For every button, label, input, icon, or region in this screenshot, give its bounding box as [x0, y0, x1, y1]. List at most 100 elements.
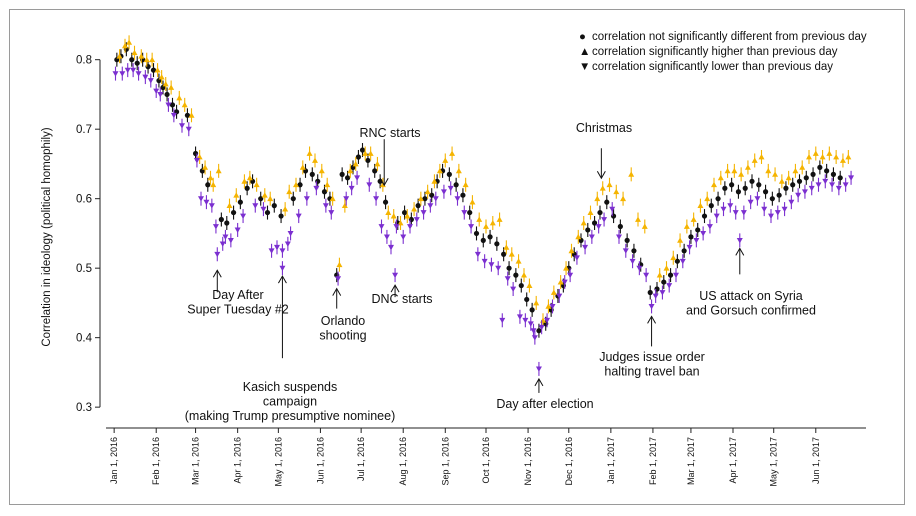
point-higher: [704, 196, 710, 201]
point-lower: [171, 113, 177, 118]
point-no-change: [487, 234, 492, 239]
x-tick-label: Mar 1, 2017: [686, 437, 696, 485]
x-tick-label: May 1, 2016: [273, 437, 283, 487]
point-lower: [279, 248, 285, 253]
point-lower: [748, 200, 754, 205]
point-no-change: [447, 172, 452, 177]
point-no-change: [804, 175, 809, 180]
point-no-change: [205, 182, 210, 187]
point-lower: [222, 234, 228, 239]
point-higher: [526, 283, 532, 288]
point-lower: [285, 241, 291, 246]
legend: ● correlation not significantly differen…: [579, 31, 867, 73]
point-lower: [643, 273, 649, 278]
point-lower: [727, 203, 733, 208]
annotation-label: Day After: [212, 288, 263, 302]
point-no-change: [838, 175, 843, 180]
point-higher: [635, 217, 641, 222]
point-no-change: [474, 231, 479, 236]
legend-item-lower: ▼ correlation significantly lower than p…: [579, 61, 833, 73]
point-lower: [214, 252, 220, 257]
point-higher: [588, 210, 594, 215]
x-tick-label: Nov 1, 2016: [523, 437, 533, 486]
point-lower: [427, 203, 433, 208]
point-higher: [241, 178, 247, 183]
point-higher: [353, 161, 359, 166]
point-higher: [840, 157, 846, 162]
point-no-change: [135, 61, 140, 66]
point-lower: [335, 276, 341, 281]
point-higher: [476, 217, 482, 222]
point-lower: [323, 203, 329, 208]
x-tick-label: Aug 1, 2016: [398, 437, 408, 486]
point-higher: [324, 182, 330, 187]
point-no-change: [278, 213, 283, 218]
point-lower: [296, 214, 302, 219]
point-higher: [300, 164, 306, 169]
x-tick-label: Jul 1, 2016: [356, 437, 366, 481]
point-lower: [198, 196, 204, 201]
point-lower: [455, 196, 461, 201]
point-lower: [532, 335, 538, 340]
point-no-change: [372, 168, 377, 173]
point-lower: [279, 266, 285, 271]
annotation-label: US attack on Syria: [699, 289, 803, 303]
point-no-change: [291, 196, 296, 201]
point-higher: [826, 151, 832, 156]
point-higher: [385, 210, 391, 215]
point-higher: [697, 203, 703, 208]
point-higher: [664, 265, 670, 270]
point-lower: [119, 71, 125, 76]
point-lower: [482, 259, 488, 264]
point-higher: [711, 182, 717, 187]
point-lower: [125, 68, 131, 73]
point-higher: [642, 223, 648, 228]
annotation-label: Orlando: [321, 314, 366, 328]
point-higher: [575, 234, 581, 239]
legend-label-lower: correlation significantly lower than pre…: [592, 61, 833, 73]
point-lower: [700, 231, 706, 236]
point-no-change: [648, 290, 653, 295]
point-higher: [163, 81, 169, 86]
point-lower: [240, 214, 246, 219]
point-higher: [202, 164, 208, 169]
point-higher: [262, 192, 268, 197]
point-higher: [497, 217, 503, 222]
point-no-change: [682, 248, 687, 253]
point-lower: [517, 314, 523, 319]
point-higher: [813, 151, 819, 156]
point-higher: [336, 262, 342, 267]
point-lower: [379, 224, 385, 229]
x-tick-label: Sep 1, 2016: [440, 437, 450, 486]
point-no-change: [749, 179, 754, 184]
legend-item-no-change: ● correlation not significantly differen…: [579, 31, 867, 43]
point-no-change: [585, 227, 590, 232]
point-lower: [822, 179, 828, 184]
point-higher: [845, 154, 851, 159]
point-lower: [421, 210, 427, 215]
point-higher: [182, 102, 188, 107]
x-tick-label: Apr 1, 2016: [233, 437, 243, 484]
point-lower: [848, 175, 854, 180]
point-higher: [503, 244, 509, 249]
point-lower: [659, 290, 665, 295]
point-lower: [721, 207, 727, 212]
point-lower: [441, 189, 447, 194]
point-lower: [475, 252, 481, 257]
point-lower: [194, 158, 200, 163]
point-higher: [319, 168, 325, 173]
annotation-label: (making Trump presumptive nominee): [185, 409, 396, 423]
point-lower: [649, 304, 655, 309]
point-lower: [354, 175, 360, 180]
point-lower: [733, 210, 739, 215]
annotation-label: halting travel ban: [604, 365, 699, 379]
point-lower: [809, 186, 815, 191]
point-lower: [707, 224, 713, 229]
point-higher: [833, 154, 839, 159]
point-lower: [468, 224, 474, 229]
point-higher: [569, 248, 575, 253]
point-no-change: [519, 283, 524, 288]
point-no-change: [631, 248, 636, 253]
